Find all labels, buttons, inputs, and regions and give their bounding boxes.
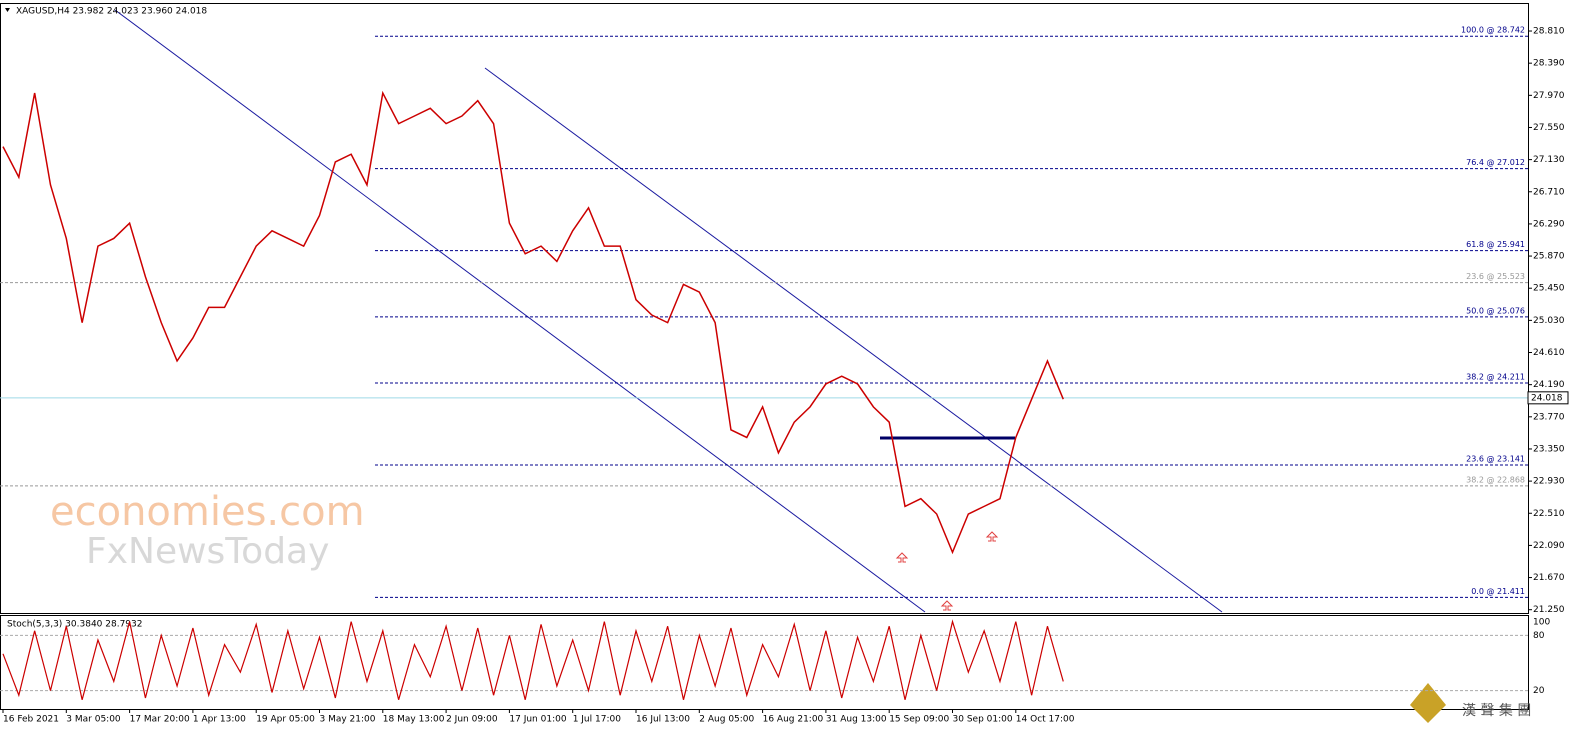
x-tick-label: 1 Apr 13:00 [193, 715, 246, 725]
y-tick-label: 25.870 [1533, 252, 1565, 262]
y-tick-label: 25.030 [1533, 316, 1565, 326]
fib-label: 50.0 @ 25.076 [1466, 306, 1525, 315]
y-tick-label: 26.710 [1533, 187, 1565, 197]
y-tick-label: 28.390 [1533, 59, 1565, 69]
channel-line [484, 67, 1223, 613]
watermark: FxNewsToday [86, 531, 329, 572]
y-tick-label: 23.770 [1533, 412, 1565, 422]
x-tick-label: 16 Aug 21:00 [763, 715, 824, 725]
fib-label: 100.0 @ 28.742 [1461, 26, 1525, 35]
x-tick-label: 3 May 21:00 [320, 715, 376, 725]
y-tick-label: 22.930 [1533, 477, 1565, 487]
stoch-tick-label: 100 [1533, 618, 1550, 628]
fib-label: 61.8 @ 25.941 [1466, 240, 1525, 249]
y-tick-label: 21.670 [1533, 573, 1565, 583]
logo-icon [1410, 683, 1446, 723]
x-tick-label: 16 Feb 2021 [3, 715, 59, 725]
y-tick-label: 27.550 [1533, 123, 1565, 133]
y-tick-label: 27.130 [1533, 155, 1565, 165]
main-frame [0, 3, 1529, 614]
stoch-line [2, 619, 1064, 700]
y-tick-label: 22.090 [1533, 541, 1565, 551]
x-tick-label: 3 Mar 05:00 [66, 715, 121, 725]
x-tick-label: 18 May 13:00 [383, 715, 445, 725]
x-tick-label: 14 Oct 17:00 [1016, 715, 1075, 725]
y-tick-label: 24.610 [1533, 348, 1565, 358]
y-tick-label: 27.970 [1533, 91, 1565, 101]
y-tick-label: 23.350 [1533, 444, 1565, 454]
channel-line [114, 9, 926, 613]
fib-label: 38.2 @ 22.868 [1466, 475, 1525, 484]
x-tick-label: 19 Apr 05:00 [256, 715, 315, 725]
x-tick-label: 2 Jun 09:00 [446, 715, 498, 725]
x-tick-label: 17 Mar 20:00 [130, 715, 190, 725]
x-tick-label: 30 Sep 01:00 [953, 715, 1013, 725]
fib-label: 38.2 @ 24.211 [1466, 373, 1525, 382]
fib-label: 23.6 @ 23.141 [1466, 454, 1525, 463]
fib-label: 0.0 @ 21.411 [1471, 587, 1525, 596]
arrows [895, 531, 999, 611]
chart-title: XAGUSD,H4 23.982 24.023 23.960 24.018 [16, 7, 207, 17]
y-tick-label: 28.810 [1533, 27, 1565, 37]
x-tick-label: 16 Jul 13:00 [636, 715, 690, 725]
x-tick-label: 31 Aug 13:00 [826, 715, 887, 725]
price-line [2, 90, 1064, 555]
x-tick-label: 17 Jun 01:00 [509, 715, 566, 725]
y-tick-label: 21.250 [1533, 605, 1565, 615]
fib-label: 76.4 @ 27.012 [1466, 158, 1525, 167]
fib-label: 23.6 @ 25.523 [1466, 272, 1525, 281]
current-price-label: 24.018 [1531, 393, 1563, 403]
stoch-tick-label: 80 [1533, 631, 1545, 641]
y-tick-label: 24.190 [1533, 380, 1565, 390]
stoch-tick-label: 20 [1533, 686, 1545, 696]
title-icon [5, 8, 10, 12]
stoch-title: Stoch(5,3,3) 30.3840 28.7932 [7, 620, 142, 630]
y-tick-label: 22.510 [1533, 509, 1565, 519]
watermark: economies.com [50, 489, 365, 535]
y-tick-label: 26.290 [1533, 219, 1565, 229]
logo: 漢 聲 集 團 [1462, 702, 1531, 719]
stoch-frame [0, 615, 1529, 710]
current-price-box [1527, 391, 1569, 405]
y-tick-label: 25.450 [1533, 284, 1565, 294]
x-tick-label: 1 Jul 17:00 [573, 715, 622, 725]
x-tick-label: 15 Sep 09:00 [889, 715, 949, 725]
x-tick-label: 2 Aug 05:00 [699, 715, 754, 725]
